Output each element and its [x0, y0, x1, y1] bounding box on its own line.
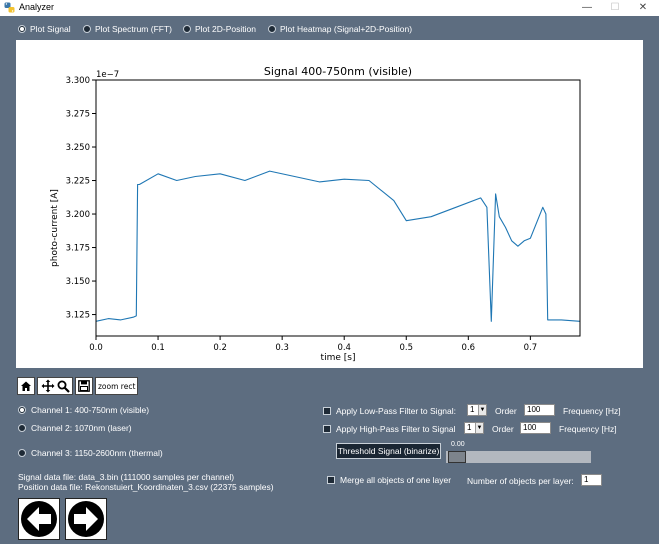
radio-indicator[interactable] [268, 25, 276, 33]
x-tick-label: 0.1 [151, 343, 165, 353]
next-button[interactable] [65, 498, 107, 540]
highpass-checkbox[interactable]: Apply High-Pass Filter to Signal [323, 424, 456, 434]
plot-canvas[interactable]: Signal 400-750nm (visible) 1e−7 time [s]… [16, 40, 643, 368]
highpass-order-label: Order [492, 424, 514, 434]
x-tick-label: 0.7 [524, 343, 538, 353]
zoom-icon [57, 380, 70, 393]
lowpass-order-label: Order [495, 406, 517, 416]
position-file-info: Position data file: Rekonstuiert_Koordin… [18, 482, 274, 492]
y-tick-label: 3.150 [66, 277, 90, 287]
merge-checkbox[interactable]: Merge all objects of one layer [327, 475, 451, 485]
radio-label: Plot 2D-Position [195, 24, 256, 34]
python-icon [4, 2, 15, 13]
lowpass-checkbox[interactable]: Apply Low-Pass Filter to Signal: [323, 406, 456, 416]
x-axis-label: time [s] [321, 353, 356, 363]
highpass-order-spinbox[interactable]: 1 ▼ [464, 422, 484, 434]
checkbox-indicator[interactable] [323, 407, 331, 415]
maximize-button[interactable]: ☐ [610, 2, 620, 13]
radio-plot-heatmap[interactable]: Plot Heatmap (Signal+2D-Position) [268, 24, 412, 34]
threshold-slider-track[interactable] [446, 451, 591, 463]
y-tick-label: 3.275 [66, 110, 90, 120]
y-tick-label: 3.125 [66, 311, 90, 321]
radio-indicator[interactable] [18, 424, 26, 432]
arrow-left-icon [21, 501, 57, 537]
radio-plot-spectrum[interactable]: Plot Spectrum (FFT) [83, 24, 172, 34]
lowpass-order-spinbox[interactable]: 1 ▼ [467, 404, 487, 416]
y-axis-label: photo-current [A] [50, 189, 60, 267]
signal-chart: Signal 400-750nm (visible) 1e−7 time [s]… [50, 65, 581, 363]
x-tick-label: 0.6 [462, 343, 476, 353]
chart-title: Signal 400-750nm (visible) [264, 65, 412, 78]
zoom-rect-button[interactable]: zoom rect [95, 377, 139, 395]
y-tick-label: 3.200 [66, 210, 90, 220]
merge-label: Merge all objects of one layer [340, 475, 452, 485]
save-icon [78, 380, 90, 392]
radio-label: Channel 2: 1070nm (laser) [31, 423, 132, 433]
arrow-right-icon [68, 501, 104, 537]
dropdown-arrow-icon[interactable]: ▼ [478, 405, 486, 415]
radio-label: Plot Spectrum (FFT) [95, 24, 172, 34]
home-icon [21, 381, 31, 391]
x-tick-label: 0.0 [89, 343, 103, 353]
pan-icon [41, 379, 54, 393]
radio-label: Plot Signal [30, 24, 71, 34]
lowpass-frequency-input[interactable]: 100 [524, 404, 555, 416]
radio-channel-3[interactable]: Channel 3: 1150-2600nm (thermal) [18, 448, 163, 458]
app-client-area: Plot Signal Plot Spectrum (FFT) Plot 2D-… [0, 16, 659, 544]
signal-line [95, 170, 581, 322]
window-title: Analyzer [19, 2, 55, 12]
highpass-label: Apply High-Pass Filter to Signal [336, 424, 456, 434]
y-tick-label: 3.175 [66, 244, 90, 254]
y-tick-label: 3.300 [66, 76, 90, 86]
radio-label: Channel 1: 400-750nm (visible) [31, 405, 150, 415]
radio-indicator[interactable] [183, 25, 191, 33]
radio-channel-1[interactable]: Channel 1: 400-750nm (visible) [18, 405, 149, 415]
highpass-order-value: 1 [467, 423, 472, 432]
threshold-slider-handle[interactable] [448, 451, 466, 463]
checkbox-indicator[interactable] [327, 476, 335, 484]
y-offset-label: 1e−7 [96, 70, 119, 80]
threshold-button[interactable]: Threshold Signal (binarize) [336, 443, 441, 459]
radio-label: Plot Heatmap (Signal+2D-Position) [280, 24, 413, 34]
close-button[interactable]: ✕ [638, 2, 648, 13]
lowpass-order-value: 1 [470, 405, 475, 414]
x-tick-label: 0.3 [275, 343, 289, 353]
objects-per-layer-input[interactable]: 1 [581, 474, 602, 486]
plot-toolbar: zoom rect [17, 377, 139, 395]
title-bar: Analyzer — ☐ ✕ [0, 0, 659, 16]
plot-axes-frame [95, 79, 581, 337]
radio-label: Channel 3: 1150-2600nm (thermal) [31, 448, 163, 458]
threshold-slider-value: 0.00 [451, 441, 465, 448]
radio-indicator[interactable] [18, 406, 26, 414]
radio-plot-2d-position[interactable]: Plot 2D-Position [183, 24, 256, 34]
radio-plot-signal[interactable]: Plot Signal [18, 24, 71, 34]
radio-channel-2[interactable]: Channel 2: 1070nm (laser) [18, 423, 132, 433]
checkbox-indicator[interactable] [323, 425, 331, 433]
dropdown-arrow-icon[interactable]: ▼ [475, 423, 483, 433]
x-tick-label: 0.2 [213, 343, 227, 353]
previous-button[interactable] [18, 498, 60, 540]
x-tick-label: 0.4 [337, 343, 351, 353]
signal-file-info: Signal data file: data_3.bin (111000 sam… [18, 472, 235, 482]
radio-indicator[interactable] [83, 25, 91, 33]
objects-per-layer-label: Number of objects per layer: [467, 476, 574, 486]
x-tick-label: 0.5 [399, 343, 413, 353]
y-tick-label: 3.250 [66, 143, 90, 153]
highpass-frequency-input[interactable]: 100 [520, 422, 551, 434]
radio-indicator[interactable] [18, 449, 26, 457]
minimize-button[interactable]: — [582, 2, 592, 13]
y-tick-label: 3.225 [66, 177, 90, 187]
highpass-frequency-label: Frequency [Hz] [559, 424, 617, 434]
home-button[interactable] [17, 377, 35, 395]
save-figure-button[interactable] [75, 377, 93, 395]
lowpass-label: Apply Low-Pass Filter to Signal: [336, 406, 456, 416]
lowpass-frequency-label: Frequency [Hz] [563, 406, 621, 416]
pan-zoom-button[interactable] [37, 377, 73, 395]
radio-indicator[interactable] [18, 25, 26, 33]
